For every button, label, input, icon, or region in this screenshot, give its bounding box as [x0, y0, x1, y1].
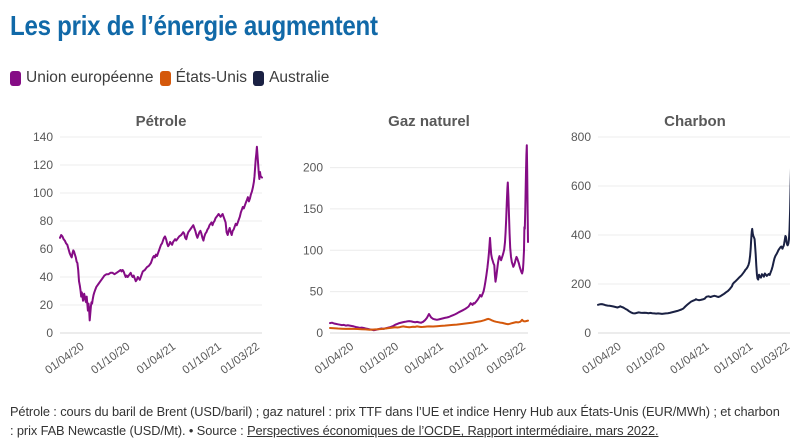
x-axis-tick-label: 01/04/20: [580, 341, 623, 377]
y-axis-tick-label: 20: [40, 298, 54, 312]
chart-subtitle: Pétrole: [136, 113, 187, 130]
x-axis-tick-label: 01/10/21: [712, 341, 755, 377]
chart-petrole: 0 20 40 60 80 100 120 140 01/04/20 01/10/20 01/04/…: [10, 102, 273, 388]
charts-row: 0 20 40 60 80 100 120 140 01/04/20 01/10/20 01/04/…: [10, 102, 790, 388]
y-axis-tick-label: 100: [33, 186, 53, 200]
y-axis-tick-label: 400: [571, 228, 591, 242]
series-line: [329, 317, 529, 331]
y-axis-tick-label: 150: [303, 202, 323, 216]
x-axis-tick-label: 01/10/21: [180, 341, 223, 377]
legend-item-australie: Australie: [253, 69, 329, 87]
y-axis-tick-label: 120: [33, 158, 53, 172]
x-axis-tick-label: 01/10/21: [447, 341, 490, 377]
chart-legend: Union européenne États-Unis Australie: [10, 69, 780, 87]
y-axis-tick-label: 100: [303, 243, 323, 257]
x-axis-tick-label: 01/10/20: [358, 341, 401, 377]
chart-subtitle: Gaz naturel: [388, 113, 470, 130]
y-axis-tick-label: 0: [46, 326, 53, 340]
x-axis-tick-label: 01/04/20: [43, 341, 86, 377]
legend-swatch-australie: [253, 70, 265, 86]
page-title: Les prix de l’énergie augmentent: [10, 10, 378, 41]
y-axis-tick-label: 40: [40, 270, 54, 284]
y-axis-tick-label: 50: [310, 285, 324, 299]
x-axis-tick-label: 01/04/21: [668, 341, 711, 377]
y-axis-tick-label: 80: [40, 214, 54, 228]
series-line: [329, 144, 529, 332]
legend-item-union-europeenne: Union européenne: [10, 69, 154, 87]
y-axis-tick-label: 60: [40, 242, 54, 256]
y-axis-tick-label: 0: [584, 326, 591, 340]
series-line: [59, 145, 263, 322]
chart-gaz-naturel: 0 50 100 150 200 01/04/20 01/10/20 01/04/21 01/1…: [273, 102, 536, 388]
y-axis-tick-label: 140: [33, 130, 53, 144]
legend-label-etats-unis: États-Unis: [175, 69, 248, 86]
y-axis-tick-label: 800: [571, 130, 591, 144]
x-axis-tick-label: 01/10/20: [624, 341, 667, 377]
source-link[interactable]: Perspectives économiques de l’OCDE, Rapp…: [247, 423, 659, 439]
y-axis-tick-label: 0: [316, 326, 323, 340]
chart-subtitle: Charbon: [664, 113, 726, 130]
series-line: [597, 168, 790, 315]
legend-swatch-etats-unis: [159, 70, 171, 86]
footnote: Pétrole : cours du baril de Brent (USD/b…: [10, 402, 780, 440]
legend-label-union-europeenne: Union européenne: [26, 69, 154, 86]
legend-label-australie: Australie: [269, 69, 330, 86]
legend-item-etats-unis: États-Unis: [159, 69, 248, 87]
chart-charbon: 0 200 400 600 800 01/04/20 01/10/20 01/04/21 01/…: [536, 102, 790, 388]
footnote-description: Pétrole : cours du baril de Brent (USD/b…: [10, 404, 780, 439]
chart-petrole-svg: 0 20 40 60 80 100 120 140 01/04/20 01/10/20 01/04/…: [33, 113, 263, 377]
x-axis-tick-label: 01/04/21: [135, 341, 178, 377]
x-axis-tick-label: 01/03/22: [219, 341, 262, 377]
y-axis-tick-label: 600: [571, 179, 591, 193]
x-axis-tick-label: 01/03/22: [749, 341, 790, 377]
legend-swatch-union-europeenne: [10, 70, 21, 86]
x-axis-tick-label: 01/10/20: [89, 341, 132, 377]
x-axis-tick-label: 01/03/22: [485, 341, 528, 377]
x-axis-tick-label: 01/04/20: [313, 341, 356, 377]
chart-gaz-naturel-svg: 0 50 100 150 200 01/04/20 01/10/20 01/04/21 01/1…: [303, 113, 529, 377]
y-axis-tick-label: 200: [303, 161, 323, 175]
x-axis-tick-label: 01/04/21: [403, 341, 446, 377]
y-axis-tick-label: 200: [571, 277, 591, 291]
